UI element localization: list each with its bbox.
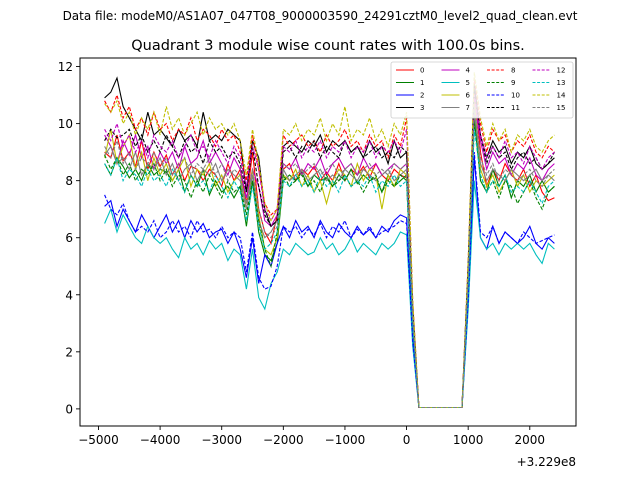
x-tick-label: 0	[403, 433, 411, 447]
legend-label-12: 12	[557, 67, 566, 75]
series-line-10	[104, 152, 555, 409]
series-line-15	[104, 106, 555, 409]
legend-label-8: 8	[511, 67, 515, 75]
legend-label-10: 10	[511, 92, 520, 100]
chart-title: Quadrant 3 module wise count rates with …	[131, 38, 525, 54]
series-line-7	[104, 112, 555, 409]
y-tick-label: 0	[65, 402, 73, 416]
x-axis: −5000 −4000 −3000 −2000 −1000 0 1000 2000	[78, 426, 545, 447]
series-line-12	[104, 95, 555, 409]
x-tick-label: −1000	[325, 433, 366, 447]
plot-area	[79, 57, 577, 427]
legend-label-9: 9	[511, 79, 515, 87]
y-tick-label: 2	[65, 345, 73, 359]
y-tick-label: 6	[65, 231, 73, 245]
x-tick-label: −2000	[263, 433, 304, 447]
legend-label-2: 2	[420, 92, 424, 100]
legend-label-13: 13	[557, 79, 566, 87]
series-line-14	[104, 72, 555, 409]
y-tick-label: 10	[58, 117, 73, 131]
legend-label-7: 7	[466, 104, 470, 112]
legend-box	[390, 61, 574, 119]
series-line-8	[104, 77, 555, 409]
legend-label-15: 15	[557, 104, 566, 112]
y-tick-label: 8	[65, 174, 73, 188]
y-axis: 0 2 4 6 8 10 12	[58, 60, 80, 416]
y-tick-label: 12	[58, 60, 73, 74]
legend-label-4: 4	[466, 67, 471, 75]
plot-frame	[79, 57, 577, 427]
x-offset-label: +3.229e8	[517, 455, 576, 469]
x-tick-label: 1000	[453, 433, 484, 447]
legend-label-6: 6	[466, 92, 471, 100]
series-line-5	[104, 180, 555, 409]
legend-label-0: 0	[420, 67, 424, 75]
x-tick-label: −3000	[201, 433, 242, 447]
legend-label-1: 1	[420, 79, 424, 87]
x-tick-label: −4000	[140, 433, 181, 447]
legend-label-5: 5	[466, 79, 470, 87]
legend-label-11: 11	[511, 104, 520, 112]
legend-label-14: 14	[557, 92, 566, 100]
series-line-13	[104, 129, 555, 409]
suptitle: Data file: modeM0/AS1A07_047T08_90000035…	[63, 9, 578, 23]
y-tick-label: 4	[65, 288, 73, 302]
series-lines	[104, 72, 555, 409]
legend-label-3: 3	[420, 104, 424, 112]
series-line-4	[104, 100, 555, 409]
plot-background	[80, 58, 576, 426]
x-tick-label: −5000	[78, 433, 119, 447]
x-tick-label: 2000	[515, 433, 546, 447]
